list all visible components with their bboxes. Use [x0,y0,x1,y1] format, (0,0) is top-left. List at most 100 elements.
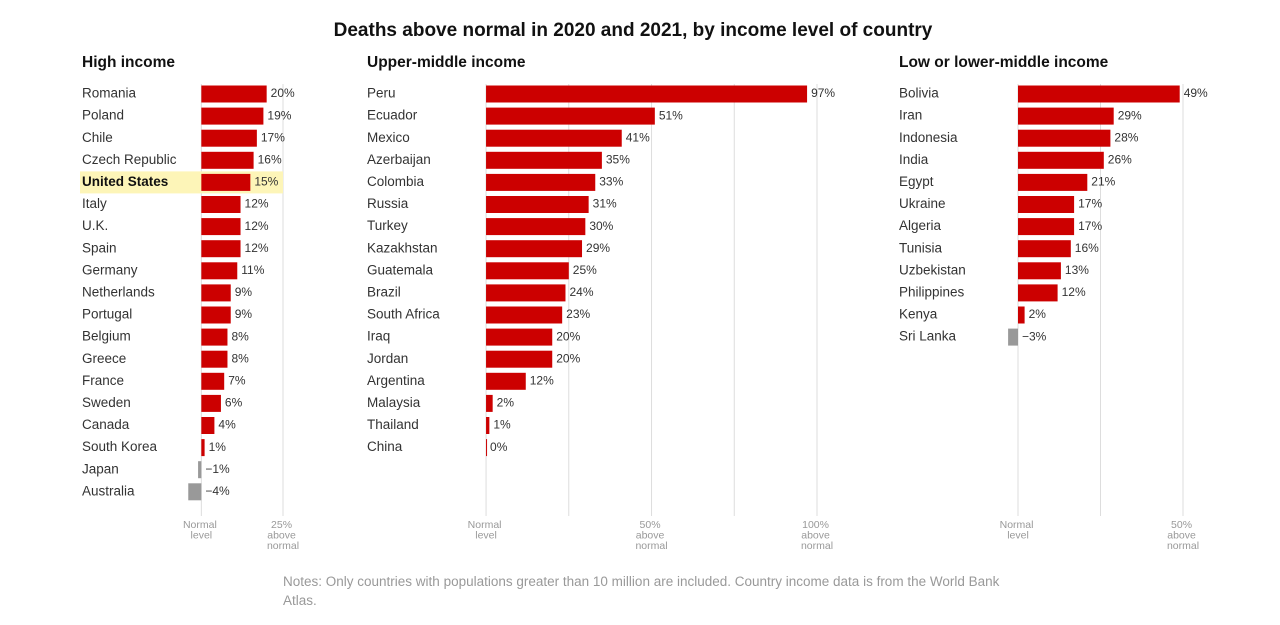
bar [201,372,225,390]
bar [201,173,251,191]
bar [486,284,566,302]
category-label: South Africa [367,307,440,322]
value-label: 33% [599,175,623,189]
bar [486,107,655,125]
bar [1018,284,1058,302]
value-label: 25% [573,263,597,277]
category-label: Colombia [367,174,425,189]
bar [198,461,202,479]
category-label: Uzbekistan [899,262,966,277]
category-label: China [367,439,403,454]
x-tick-label: 50% above normal [635,519,667,552]
bar [486,196,589,213]
value-label: 11% [241,263,264,277]
category-label: Germany [82,262,138,277]
x-tick-label: 100% above normal [801,519,833,552]
value-label: 35% [606,152,630,166]
category-label: Netherlands [82,284,155,299]
value-label: 9% [235,285,253,299]
category-label: Italy [82,196,107,211]
category-label: Poland [82,108,124,123]
value-label: 30% [589,219,613,233]
bar [1018,218,1075,236]
category-label: Kenya [899,307,938,322]
value-label: 51% [659,108,683,122]
category-label: Peru [367,86,396,101]
bar [486,85,808,103]
value-label: 12% [245,197,269,211]
bar [201,439,205,457]
value-label: 29% [1118,108,1142,122]
category-label: Mexico [367,130,410,145]
bar [486,328,553,346]
bar [486,417,490,434]
x-tick-label: Normal level [183,519,220,542]
bar [486,439,488,457]
bar [486,306,563,324]
bar [1018,196,1075,213]
panel-title: High income [82,54,175,71]
category-label: Australia [82,483,135,498]
bar [1018,240,1071,258]
value-label: −1% [205,462,230,476]
category-label: Tunisia [899,240,943,255]
value-label: 24% [569,285,593,299]
category-label: Romania [82,86,137,101]
bar [201,350,228,368]
bar [201,306,231,324]
bar [188,483,202,501]
bar [201,284,231,302]
value-label: 49% [1184,86,1208,100]
value-label: −3% [1022,329,1047,343]
category-label: Portugal [82,307,132,322]
category-label: Russia [367,196,409,211]
bar [486,129,622,147]
bar [201,262,238,280]
value-label: 12% [245,219,269,233]
bar [1018,151,1104,169]
category-label: Iran [899,108,922,123]
bar [1018,107,1114,125]
value-label: 12% [1062,285,1086,299]
value-label: 12% [530,373,554,387]
value-label: 0% [490,440,508,454]
category-label: Jordan [367,351,408,366]
category-label: Bolivia [899,86,939,101]
category-label: United States [82,174,168,189]
value-label: 28% [1114,130,1138,144]
category-label: Ecuador [367,108,418,123]
category-label: Japan [82,461,119,476]
bar [201,240,241,258]
bar [201,417,215,434]
value-label: 12% [245,241,269,255]
value-label: 2% [497,396,515,410]
category-label: Greece [82,351,126,366]
value-label: 17% [1078,219,1102,233]
value-label: 8% [231,329,249,343]
value-label: 97% [811,86,835,100]
value-label: 29% [586,241,610,255]
bar [201,218,241,236]
category-label: Azerbaijan [367,152,431,167]
value-label: 41% [626,130,650,144]
category-label: Turkey [367,218,408,233]
value-label: 1% [209,440,227,454]
category-label: South Korea [82,439,158,454]
category-label: Belgium [82,329,131,344]
bar [1018,262,1061,280]
x-tick-label: 25% above normal [267,519,299,552]
category-label: Chile [82,130,113,145]
bar [201,85,267,103]
value-label: 31% [593,197,617,211]
value-label: 20% [556,351,580,365]
value-label: 17% [1078,197,1102,211]
bar [1018,306,1025,324]
value-label: 16% [258,152,282,166]
value-label: 26% [1108,152,1132,166]
x-tick-label: Normal level [1000,519,1037,542]
category-label: Algeria [899,218,942,233]
bar [486,394,493,412]
value-label: 23% [566,307,590,321]
value-label: 13% [1065,263,1089,277]
category-label: Ukraine [899,196,946,211]
